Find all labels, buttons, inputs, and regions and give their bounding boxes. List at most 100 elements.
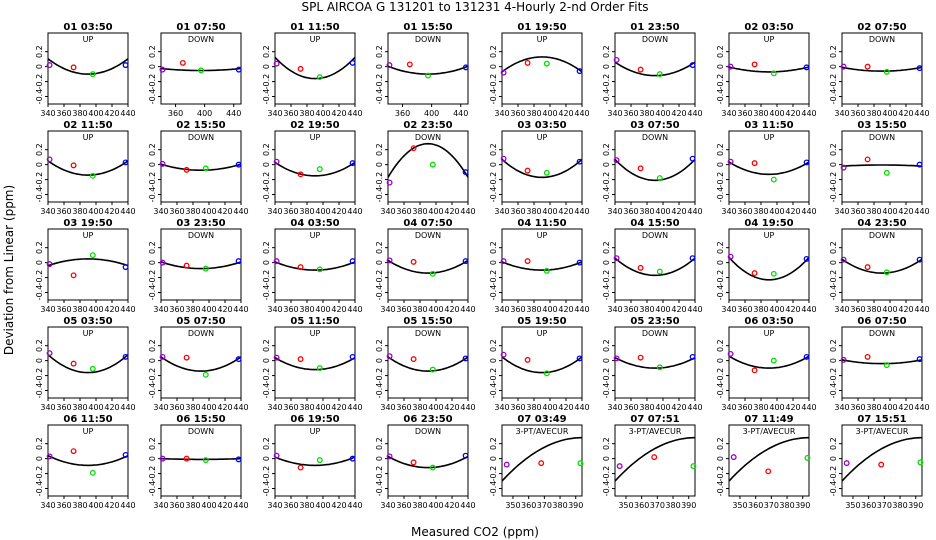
data-point — [524, 258, 531, 265]
x-tick-label: 360 — [169, 403, 184, 412]
x-tick-label: 400 — [315, 207, 330, 216]
panel-title: 02 23:50 — [403, 120, 452, 131]
data-point — [500, 258, 507, 265]
x-tick-label: 420 — [104, 109, 119, 118]
y-tick-label: -0.2 — [716, 368, 725, 384]
x-tick-label: 440 — [801, 207, 816, 216]
panel-title: 01 19:50 — [517, 22, 566, 33]
x-tick-label: 440 — [801, 109, 816, 118]
panel-frame — [614, 32, 696, 105]
x-tick-label: 360 — [850, 109, 865, 118]
figure-title: SPL AIRCOA G 131201 to 131231 4-Hourly 2… — [301, 0, 648, 14]
x-tick-label: 400 — [424, 109, 439, 118]
x-tick-label: 400 — [655, 207, 670, 216]
y-tick-label: -0.4 — [148, 481, 157, 497]
y-tick-label: 0.2 — [375, 241, 384, 254]
data-point — [916, 356, 923, 363]
data-point — [122, 62, 129, 69]
data-point — [883, 362, 890, 369]
x-tick-label: 420 — [898, 305, 913, 314]
y-tick-label: 0 — [262, 64, 271, 69]
y-tick-label: -0.2 — [829, 74, 838, 90]
x-tick-label: 360 — [396, 501, 411, 510]
fit-curve — [160, 356, 242, 372]
panel: 05 23:50 DOWN -0.4-0.2 0 0.2 340 360 380 400 420 4… — [602, 316, 703, 412]
fit-curve — [501, 261, 583, 271]
fit-curve — [501, 158, 583, 179]
y-tick-label: -0.4 — [35, 383, 44, 399]
fit-curve — [274, 161, 356, 177]
data-point — [751, 61, 758, 68]
x-tick-label: 380 — [72, 305, 87, 314]
data-point — [543, 60, 550, 67]
data-point — [122, 451, 129, 458]
fit-curve — [47, 454, 129, 467]
y-tick-label: 0.2 — [375, 45, 384, 58]
panel-direction-label: UP — [764, 133, 775, 142]
fit-curve — [274, 356, 356, 371]
data-point — [543, 267, 550, 274]
data-point — [273, 158, 280, 165]
data-point — [386, 257, 393, 264]
x-tick-label: 380 — [552, 501, 567, 510]
data-point — [613, 255, 620, 262]
fit-curve — [841, 436, 922, 482]
fit-curve — [47, 160, 129, 176]
data-point — [202, 457, 209, 464]
fit-curve — [387, 65, 469, 75]
data-point — [770, 357, 777, 364]
x-tick-label: 440 — [233, 305, 248, 314]
x-tick-label: 390 — [795, 501, 810, 510]
y-tick-label: -0.2 — [602, 270, 611, 286]
y-tick-label: -0.4 — [489, 89, 498, 105]
x-tick-label: 420 — [217, 305, 232, 314]
y-tick-label: 0.2 — [262, 45, 271, 58]
x-tick-label: 400 — [882, 305, 897, 314]
fit-curve — [387, 259, 469, 274]
panel-title: 06 11:50 — [63, 414, 112, 425]
y-tick-label: -0.2 — [35, 466, 44, 482]
x-tick-label: 360 — [737, 207, 752, 216]
data-point — [500, 69, 507, 76]
y-tick-label: -0.2 — [716, 270, 725, 286]
x-tick-label: 380 — [866, 207, 881, 216]
y-tick-label: -0.4 — [602, 285, 611, 301]
y-tick-label: -0.2 — [489, 74, 498, 90]
x-tick-label: 380 — [639, 403, 654, 412]
y-tick-label: -0.4 — [375, 383, 384, 399]
fit-curve — [614, 356, 696, 369]
x-tick-label: 400 — [655, 305, 670, 314]
y-tick-label: 0.2 — [262, 437, 271, 450]
y-tick-label: 0 — [35, 456, 44, 461]
x-tick-label: 400 — [542, 109, 557, 118]
y-tick-label: 0 — [602, 162, 611, 167]
y-tick-label: 0 — [148, 358, 157, 363]
x-tick-label: 400 — [769, 305, 784, 314]
data-point — [159, 259, 166, 266]
x-tick-label: 440 — [914, 207, 929, 216]
y-tick-label: -0.2 — [602, 172, 611, 188]
fit-curve — [274, 56, 356, 80]
x-tick-label: 340 — [721, 403, 736, 412]
y-tick-label: -0.2 — [375, 172, 384, 188]
x-tick-label: 420 — [217, 501, 232, 510]
y-tick-label: 0 — [489, 456, 498, 461]
data-point — [878, 461, 885, 468]
y-tick-label: -0.2 — [35, 270, 44, 286]
data-point — [689, 353, 696, 360]
x-tick-label: 400 — [88, 403, 103, 412]
y-tick-label: -0.2 — [489, 270, 498, 286]
panel-frame — [387, 326, 469, 399]
x-tick-label: 440 — [120, 403, 135, 412]
x-tick-label: 400 — [315, 305, 330, 314]
x-tick-label: 400 — [882, 109, 897, 118]
x-tick-label: 440 — [914, 403, 929, 412]
y-tick-label: 0.2 — [148, 339, 157, 352]
x-tick-label: 380 — [753, 207, 768, 216]
y-tick-label: -0.4 — [829, 187, 838, 203]
data-point — [316, 74, 323, 81]
x-tick-label: 440 — [347, 403, 362, 412]
data-point — [462, 258, 469, 265]
panel-direction-label: DOWN — [415, 329, 441, 338]
data-point — [179, 59, 186, 66]
